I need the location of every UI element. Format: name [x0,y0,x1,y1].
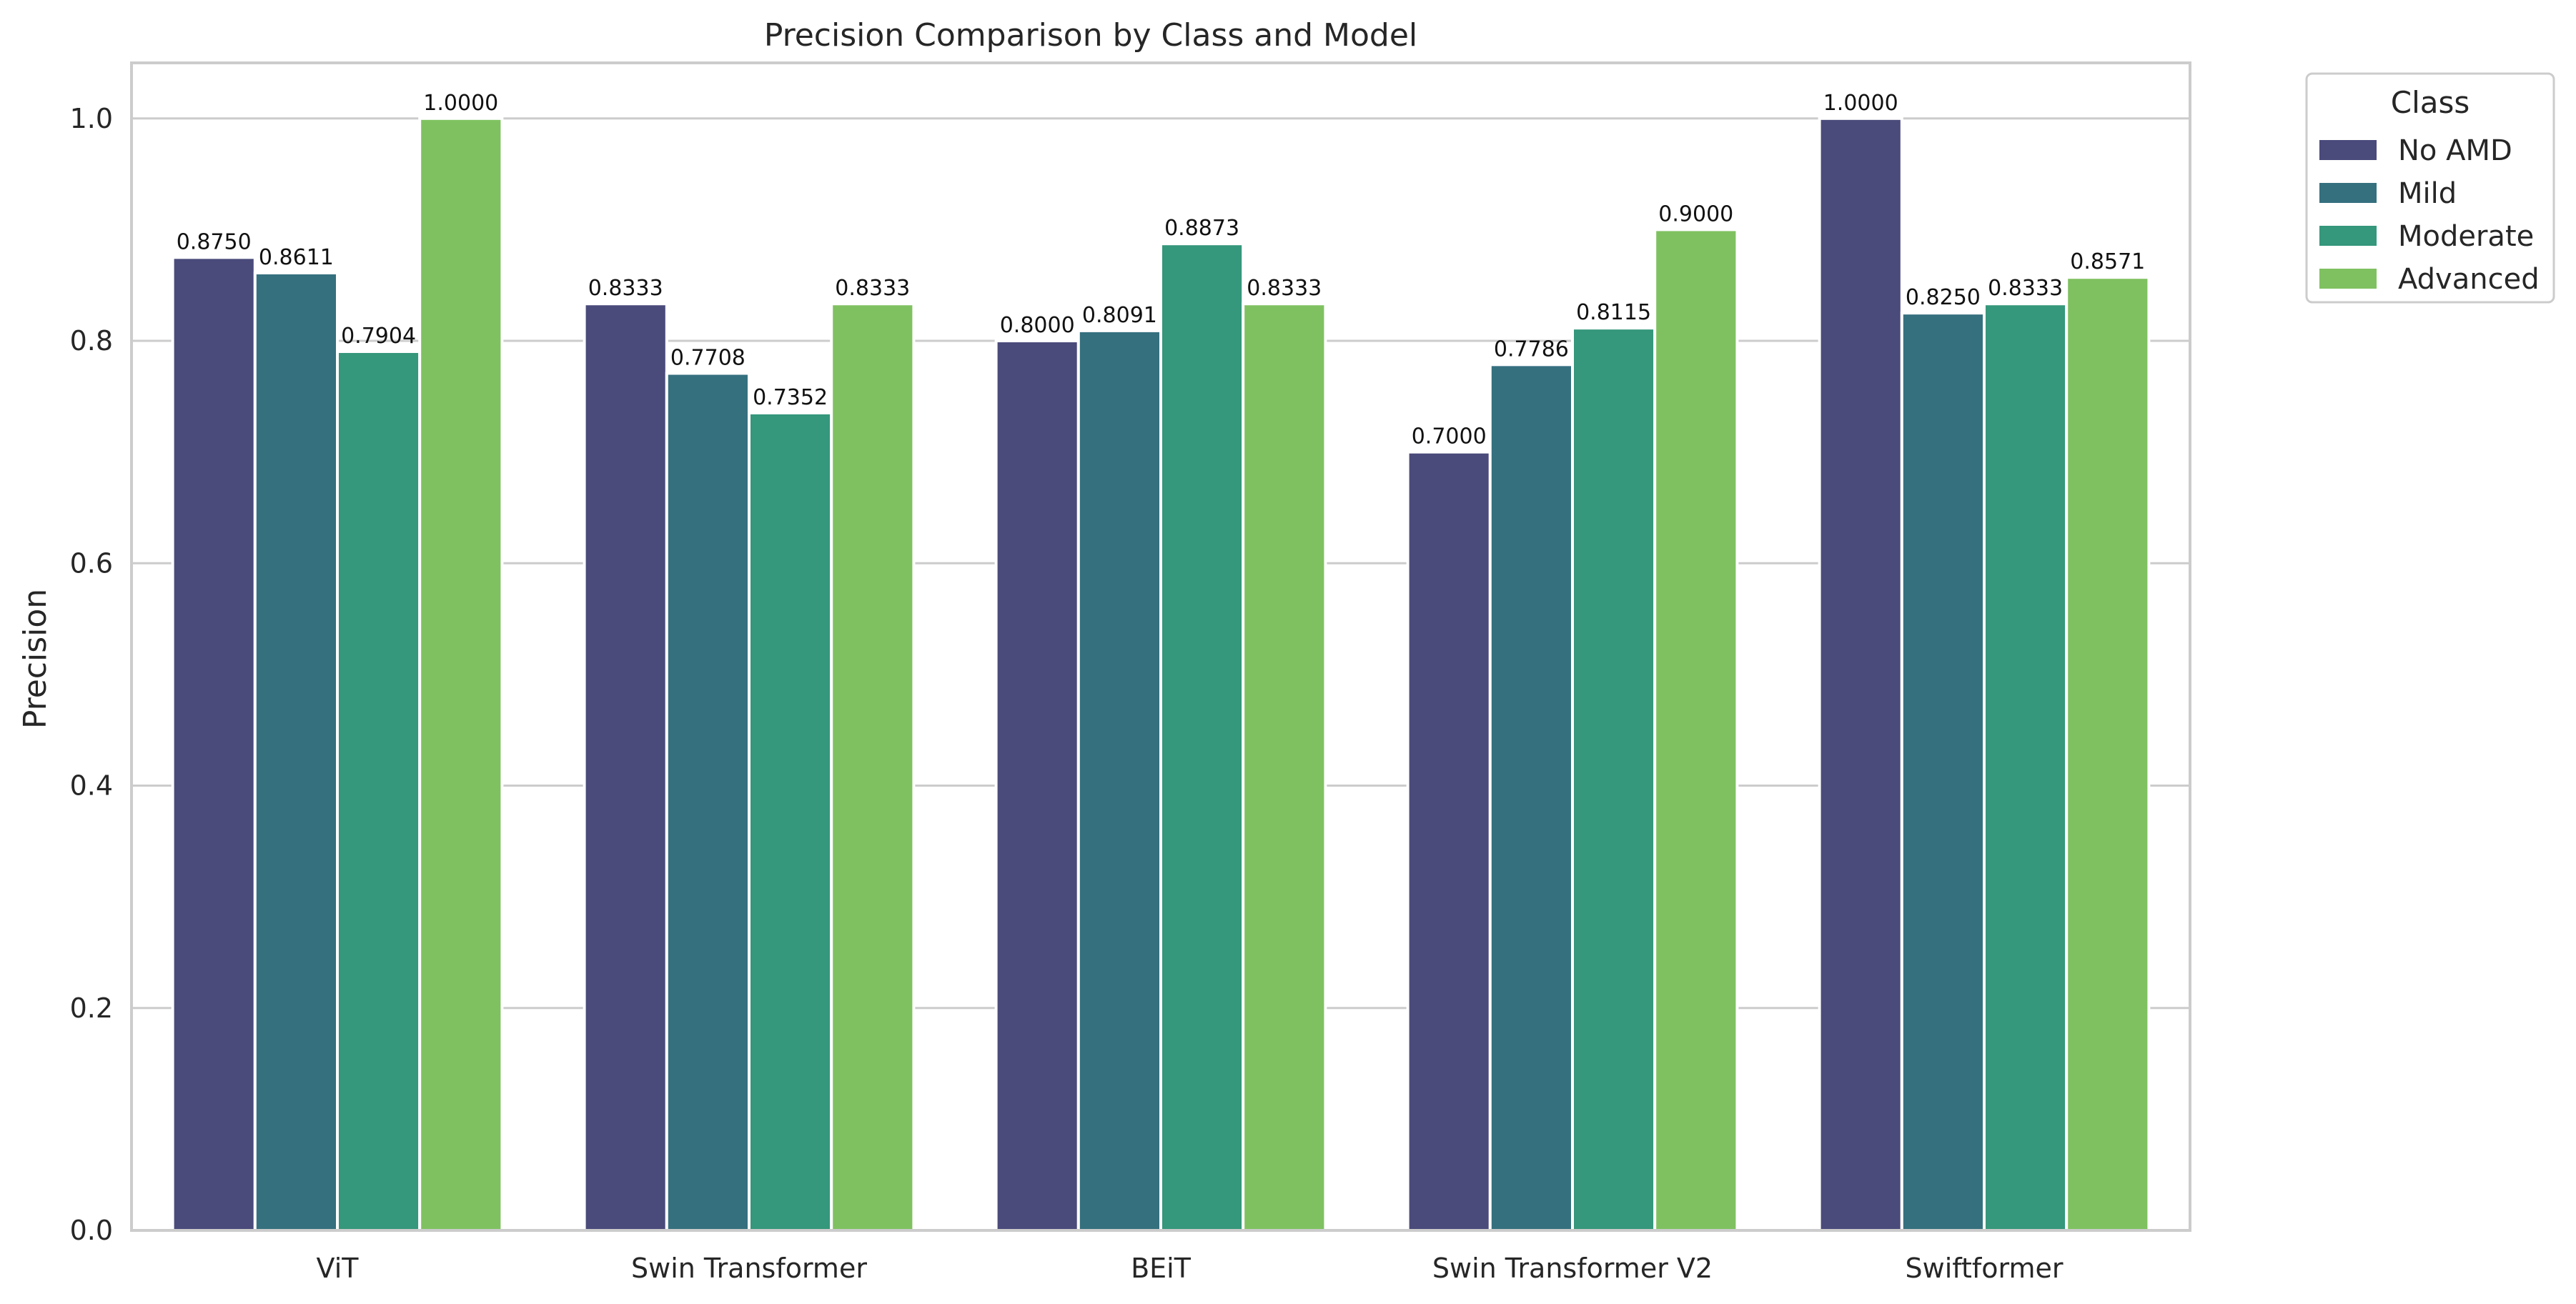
legend-label: No AMD [2398,134,2512,167]
legend-label: Mild [2398,177,2457,210]
bar [748,411,833,1232]
x-tick-label: BEiT [1131,1253,1192,1284]
bar-value-label: 0.7904 [341,324,416,349]
bar-value-label: 0.8091 [1082,303,1157,328]
bar [418,116,504,1232]
bar [1242,302,1327,1233]
bar [2065,276,2151,1233]
legend-label: Moderate [2398,220,2534,253]
bar [253,271,339,1233]
legend-swatch [2319,226,2377,246]
y-tick-label: 1.0 [70,103,113,134]
y-tick-label: 0.6 [70,547,113,579]
bar-value-labels: 0.8750 0.8611 0.7904 1.0000 0.8333 0.7708 0.73… [177,91,2146,449]
bar [336,349,422,1232]
legend-items: No AMD Mild Moderate Advanced [2319,134,2540,296]
y-tick-label: 0.0 [70,1215,113,1246]
y-axis-label: Precision [17,589,54,729]
x-tick-label: Swiftformer [1906,1253,2064,1284]
bar [1983,302,2069,1233]
bar [583,302,668,1233]
x-axis-ticks: ViT Swin Transformer BEiT Swin Transformer … [317,1253,2064,1284]
bar-value-label: 1.0000 [1823,91,1898,116]
y-tick-label: 0.4 [70,770,113,802]
bars [171,116,2151,1233]
legend-title: Class [2391,85,2470,120]
bar-value-label: 0.8333 [588,276,663,301]
bar-value-label: 1.0000 [423,91,498,116]
bar [171,256,257,1232]
bar [1488,363,1575,1232]
bar-value-label: 0.8333 [1988,276,2063,301]
legend-swatch [2319,140,2377,160]
bar-value-label: 0.8611 [259,245,334,270]
bar [1076,329,1163,1233]
x-tick-label: Swin Transformer [631,1253,867,1284]
bar-value-label: 0.8250 [1906,285,1981,310]
bar-value-label: 0.8333 [1247,276,1322,301]
chart-title: Precision Comparison by Class and Model [764,17,1417,54]
bar-value-label: 0.8333 [835,276,910,301]
bar [1818,116,1903,1232]
legend: Class No AMD Mild Moderate Advanced [2305,72,2555,304]
y-tick-label: 0.2 [70,992,113,1024]
bar [665,372,750,1232]
legend-swatch [2319,269,2377,289]
bar-value-label: 0.7786 [1494,337,1569,362]
bar-value-label: 0.8571 [2070,249,2145,274]
legend-swatch [2319,183,2377,203]
bar-value-label: 0.8000 [1000,313,1075,338]
bar-value-label: 0.7352 [753,385,828,410]
bar-value-label: 0.8115 [1576,300,1651,325]
bar [1653,228,1739,1232]
bar [1406,450,1492,1233]
x-tick-label: ViT [317,1253,360,1284]
bar [1571,327,1657,1232]
x-tick-label: Swin Transformer V2 [1432,1253,1713,1284]
bar [830,302,916,1233]
bar-value-label: 0.8750 [177,229,252,254]
legend-label: Advanced [2398,263,2540,296]
bar-value-label: 0.9000 [1658,201,1733,227]
bar-value-label: 0.8873 [1164,216,1239,241]
bar [994,339,1080,1232]
bar-value-label: 0.7000 [1412,424,1487,449]
plot-frame [130,61,2191,1232]
y-tick-label: 0.8 [70,325,113,357]
y-axis-ticks: 0.0 0.2 0.4 0.6 0.8 1.0 [70,103,113,1246]
bar [1900,312,1986,1233]
bar [1159,242,1245,1233]
bar-value-label: 0.7708 [670,345,745,370]
